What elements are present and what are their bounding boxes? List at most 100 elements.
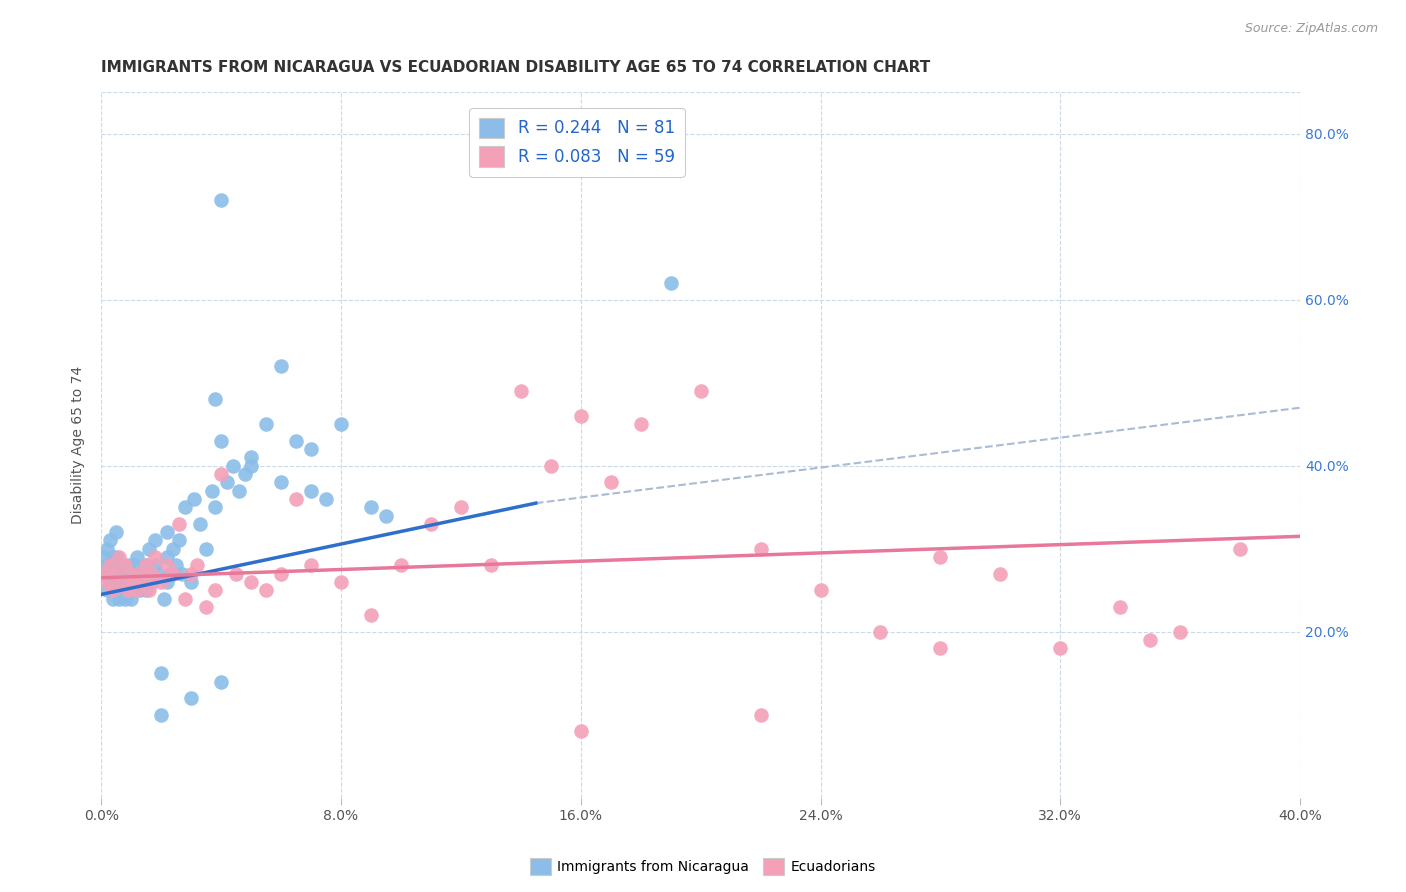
Point — [204, 583, 226, 598]
Point — [330, 417, 353, 432]
Point — [108, 558, 131, 573]
Point — [98, 574, 121, 589]
Point — [285, 434, 308, 448]
Point — [141, 574, 163, 589]
Point — [108, 574, 131, 589]
Point — [135, 558, 157, 573]
Point — [929, 550, 952, 565]
Point — [419, 516, 441, 531]
Point — [105, 525, 128, 540]
Point — [156, 525, 179, 540]
Point — [204, 500, 226, 515]
Point — [204, 392, 226, 407]
Point — [1139, 633, 1161, 648]
Y-axis label: Disability Age 65 to 74: Disability Age 65 to 74 — [72, 366, 86, 524]
Text: IMMIGRANTS FROM NICARAGUA VS ECUADORIAN DISABILITY AGE 65 TO 74 CORRELATION CHAR: IMMIGRANTS FROM NICARAGUA VS ECUADORIAN … — [101, 60, 931, 75]
Point — [127, 583, 149, 598]
Point — [117, 583, 139, 598]
Point — [98, 533, 121, 548]
Point — [103, 583, 125, 598]
Point — [111, 566, 134, 581]
Point — [360, 500, 382, 515]
Point — [117, 558, 139, 573]
Point — [120, 591, 142, 606]
Point — [105, 566, 128, 581]
Point — [114, 558, 136, 573]
Point — [988, 566, 1011, 581]
Point — [150, 574, 173, 589]
Point — [135, 558, 157, 573]
Point — [162, 541, 184, 556]
Point — [201, 483, 224, 498]
Point — [810, 583, 832, 598]
Point — [174, 500, 197, 515]
Point — [188, 516, 211, 531]
Point — [195, 599, 218, 614]
Point — [96, 541, 118, 556]
Point — [114, 591, 136, 606]
Point — [132, 574, 155, 589]
Point — [630, 417, 652, 432]
Point — [360, 608, 382, 623]
Point — [270, 475, 292, 490]
Point — [330, 574, 353, 589]
Point — [114, 574, 136, 589]
Point — [222, 458, 245, 473]
Point — [389, 558, 412, 573]
Point — [127, 574, 149, 589]
Point — [209, 194, 232, 208]
Point — [162, 566, 184, 581]
Point — [120, 566, 142, 581]
Point — [228, 483, 250, 498]
Point — [146, 566, 169, 581]
Point — [749, 707, 772, 722]
Point — [240, 450, 263, 465]
Point — [141, 566, 163, 581]
Point — [240, 458, 263, 473]
Point — [156, 550, 179, 565]
Point — [569, 724, 592, 739]
Point — [183, 491, 205, 506]
Point — [1049, 641, 1071, 656]
Point — [159, 566, 181, 581]
Point — [174, 591, 197, 606]
Point — [167, 516, 190, 531]
Point — [122, 583, 145, 598]
Legend: R = 0.244   N = 81, R = 0.083   N = 59: R = 0.244 N = 81, R = 0.083 N = 59 — [470, 108, 685, 177]
Point — [135, 583, 157, 598]
Point — [132, 574, 155, 589]
Point — [120, 566, 142, 581]
Point — [143, 533, 166, 548]
Point — [270, 359, 292, 374]
Point — [1229, 541, 1251, 556]
Legend: Immigrants from Nicaragua, Ecuadorians: Immigrants from Nicaragua, Ecuadorians — [524, 853, 882, 880]
Point — [165, 558, 187, 573]
Point — [929, 641, 952, 656]
Point — [108, 591, 131, 606]
Point — [299, 483, 322, 498]
Point — [1168, 624, 1191, 639]
Text: Source: ZipAtlas.com: Source: ZipAtlas.com — [1244, 22, 1378, 36]
Point — [122, 558, 145, 573]
Point — [217, 475, 239, 490]
Point — [143, 558, 166, 573]
Point — [129, 583, 152, 598]
Point — [233, 467, 256, 481]
Point — [129, 566, 152, 581]
Point — [180, 566, 202, 581]
Point — [254, 417, 277, 432]
Point — [299, 442, 322, 457]
Point — [299, 558, 322, 573]
Point — [180, 691, 202, 706]
Point — [209, 434, 232, 448]
Point — [93, 550, 115, 565]
Point — [150, 666, 173, 681]
Point — [138, 566, 160, 581]
Point — [93, 566, 115, 581]
Point — [225, 566, 247, 581]
Point — [374, 508, 396, 523]
Point — [540, 458, 562, 473]
Point — [186, 558, 208, 573]
Point — [509, 384, 531, 398]
Point — [103, 566, 125, 581]
